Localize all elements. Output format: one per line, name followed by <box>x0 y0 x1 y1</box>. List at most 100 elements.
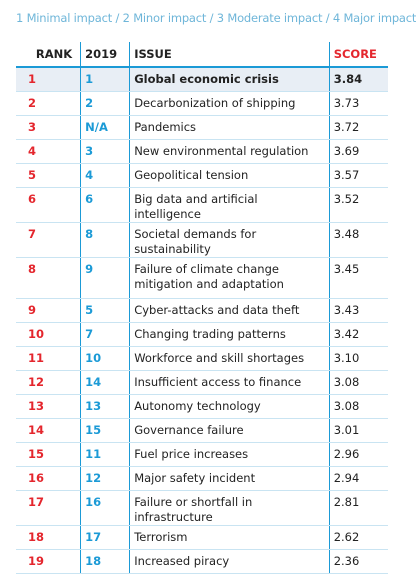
issue-cell: Major safety incident <box>129 466 330 491</box>
table-row: 17 16 Failure or shortfall in infrastructu… <box>16 490 388 526</box>
score-cell: 3.42 <box>328 322 388 347</box>
prev-rank-cell: 1 <box>80 67 130 92</box>
score-cell: 3.45 <box>328 257 388 299</box>
rank-cell: 3 <box>16 115 81 140</box>
score-cell: 3.57 <box>328 163 388 188</box>
score-cell: 2.81 <box>328 490 388 526</box>
score-cell: 3.08 <box>328 394 388 419</box>
rank-cell: 9 <box>16 298 81 323</box>
prev-rank-cell: 6 <box>80 187 130 223</box>
table-row: 12 14 Insufficient access to finance 3.08 <box>16 370 388 395</box>
table-body: 1 1 Global economic crisis 3.84 2 2 Decarboniz… <box>16 67 388 574</box>
rank-cell: 19 <box>16 549 81 574</box>
table-row: 6 6 Big data and artificial intelligence 3.… <box>16 187 388 223</box>
rank-cell: 5 <box>16 163 81 188</box>
table-row: 7 8 Societal demands for sustainability 3.4… <box>16 222 388 258</box>
score-cell: 2.94 <box>328 466 388 491</box>
issue-cell: New environmental regulation <box>129 139 330 164</box>
rank-cell: 12 <box>16 370 81 395</box>
header-score: SCORE <box>328 42 388 68</box>
table-row: 15 11 Fuel price increases 2.96 <box>16 442 388 467</box>
rank-cell: 17 <box>16 490 81 526</box>
rank-cell: 16 <box>16 466 81 491</box>
prev-rank-cell: 15 <box>80 418 130 443</box>
issue-cell: Terrorism <box>129 525 330 550</box>
prev-rank-cell: 2 <box>80 91 130 116</box>
risk-ranking-table: RANK 2019 ISSUE SCORE 1 1 Global economic … <box>16 42 388 574</box>
table-row: 4 3 New environmental regulation 3.69 <box>16 139 388 164</box>
prev-rank-cell: N/A <box>80 115 130 140</box>
prev-rank-cell: 16 <box>80 490 130 526</box>
rank-cell: 13 <box>16 394 81 419</box>
table-row: 13 13 Autonomy technology 3.08 <box>16 394 388 419</box>
score-cell: 3.10 <box>328 346 388 371</box>
rank-cell: 1 <box>16 67 81 92</box>
issue-cell: Pandemics <box>129 115 330 140</box>
rank-cell: 10 <box>16 322 81 347</box>
rank-cell: 6 <box>16 187 81 223</box>
score-cell: 3.43 <box>328 298 388 323</box>
prev-rank-cell: 10 <box>80 346 130 371</box>
header-rank: RANK <box>16 42 81 68</box>
issue-cell: Failure of climate change mitigation and… <box>129 257 330 299</box>
prev-rank-cell: 18 <box>80 549 130 574</box>
header-issue: ISSUE <box>129 42 330 68</box>
table-row: 10 7 Changing trading patterns 3.42 <box>16 322 388 347</box>
rank-cell: 4 <box>16 139 81 164</box>
table-row: 5 4 Geopolitical tension 3.57 <box>16 163 388 188</box>
issue-cell: Decarbonization of shipping <box>129 91 330 116</box>
score-cell: 3.72 <box>328 115 388 140</box>
score-cell: 3.84 <box>328 67 388 92</box>
rank-cell: 7 <box>16 222 81 258</box>
prev-rank-cell: 5 <box>80 298 130 323</box>
table-row: 1 1 Global economic crisis 3.84 <box>16 67 388 92</box>
table-row: 18 17 Terrorism 2.62 <box>16 525 388 550</box>
rank-cell: 2 <box>16 91 81 116</box>
issue-cell: Big data and artificial intelligence <box>129 187 330 223</box>
prev-rank-cell: 4 <box>80 163 130 188</box>
issue-cell: Autonomy technology <box>129 394 330 419</box>
prev-rank-cell: 17 <box>80 525 130 550</box>
issue-cell: Geopolitical tension <box>129 163 330 188</box>
rank-cell: 8 <box>16 257 81 299</box>
rank-cell: 14 <box>16 418 81 443</box>
prev-rank-cell: 11 <box>80 442 130 467</box>
impact-legend: 1 Minimal impact / 2 Minor impact / 3 Mo… <box>16 11 416 25</box>
issue-cell: Governance failure <box>129 418 330 443</box>
issue-cell: Fuel price increases <box>129 442 330 467</box>
score-cell: 2.62 <box>328 525 388 550</box>
prev-rank-cell: 8 <box>80 222 130 258</box>
table-row: 14 15 Governance failure 3.01 <box>16 418 388 443</box>
rank-cell: 18 <box>16 525 81 550</box>
issue-cell: Global economic crisis <box>129 67 330 92</box>
score-cell: 3.08 <box>328 370 388 395</box>
issue-cell: Changing trading patterns <box>129 322 330 347</box>
table-row: 3 N/A Pandemics 3.72 <box>16 115 388 140</box>
header-2019: 2019 <box>80 42 130 68</box>
prev-rank-cell: 13 <box>80 394 130 419</box>
issue-cell: Societal demands for sustainability <box>129 222 330 258</box>
score-cell: 2.96 <box>328 442 388 467</box>
table-header-row: RANK 2019 ISSUE SCORE <box>16 42 388 68</box>
table-row: 11 10 Workforce and skill shortages 3.10 <box>16 346 388 371</box>
table-row: 9 5 Cyber-attacks and data theft 3.43 <box>16 298 388 323</box>
table-row: 2 2 Decarbonization of shipping 3.73 <box>16 91 388 116</box>
issue-cell: Cyber-attacks and data theft <box>129 298 330 323</box>
prev-rank-cell: 9 <box>80 257 130 299</box>
score-cell: 3.52 <box>328 187 388 223</box>
score-cell: 3.01 <box>328 418 388 443</box>
issue-cell: Failure or shortfall in infrastructure <box>129 490 330 526</box>
prev-rank-cell: 14 <box>80 370 130 395</box>
issue-cell: Increased piracy <box>129 549 330 574</box>
rank-cell: 11 <box>16 346 81 371</box>
table-row: 19 18 Increased piracy 2.36 <box>16 549 388 574</box>
rank-cell: 15 <box>16 442 81 467</box>
score-cell: 3.69 <box>328 139 388 164</box>
issue-cell: Insufficient access to finance <box>129 370 330 395</box>
score-cell: 2.36 <box>328 549 388 574</box>
issue-cell: Workforce and skill shortages <box>129 346 330 371</box>
table-row: 8 9 Failure of climate change mitigation a… <box>16 257 388 299</box>
table-row: 16 12 Major safety incident 2.94 <box>16 466 388 491</box>
prev-rank-cell: 3 <box>80 139 130 164</box>
prev-rank-cell: 12 <box>80 466 130 491</box>
